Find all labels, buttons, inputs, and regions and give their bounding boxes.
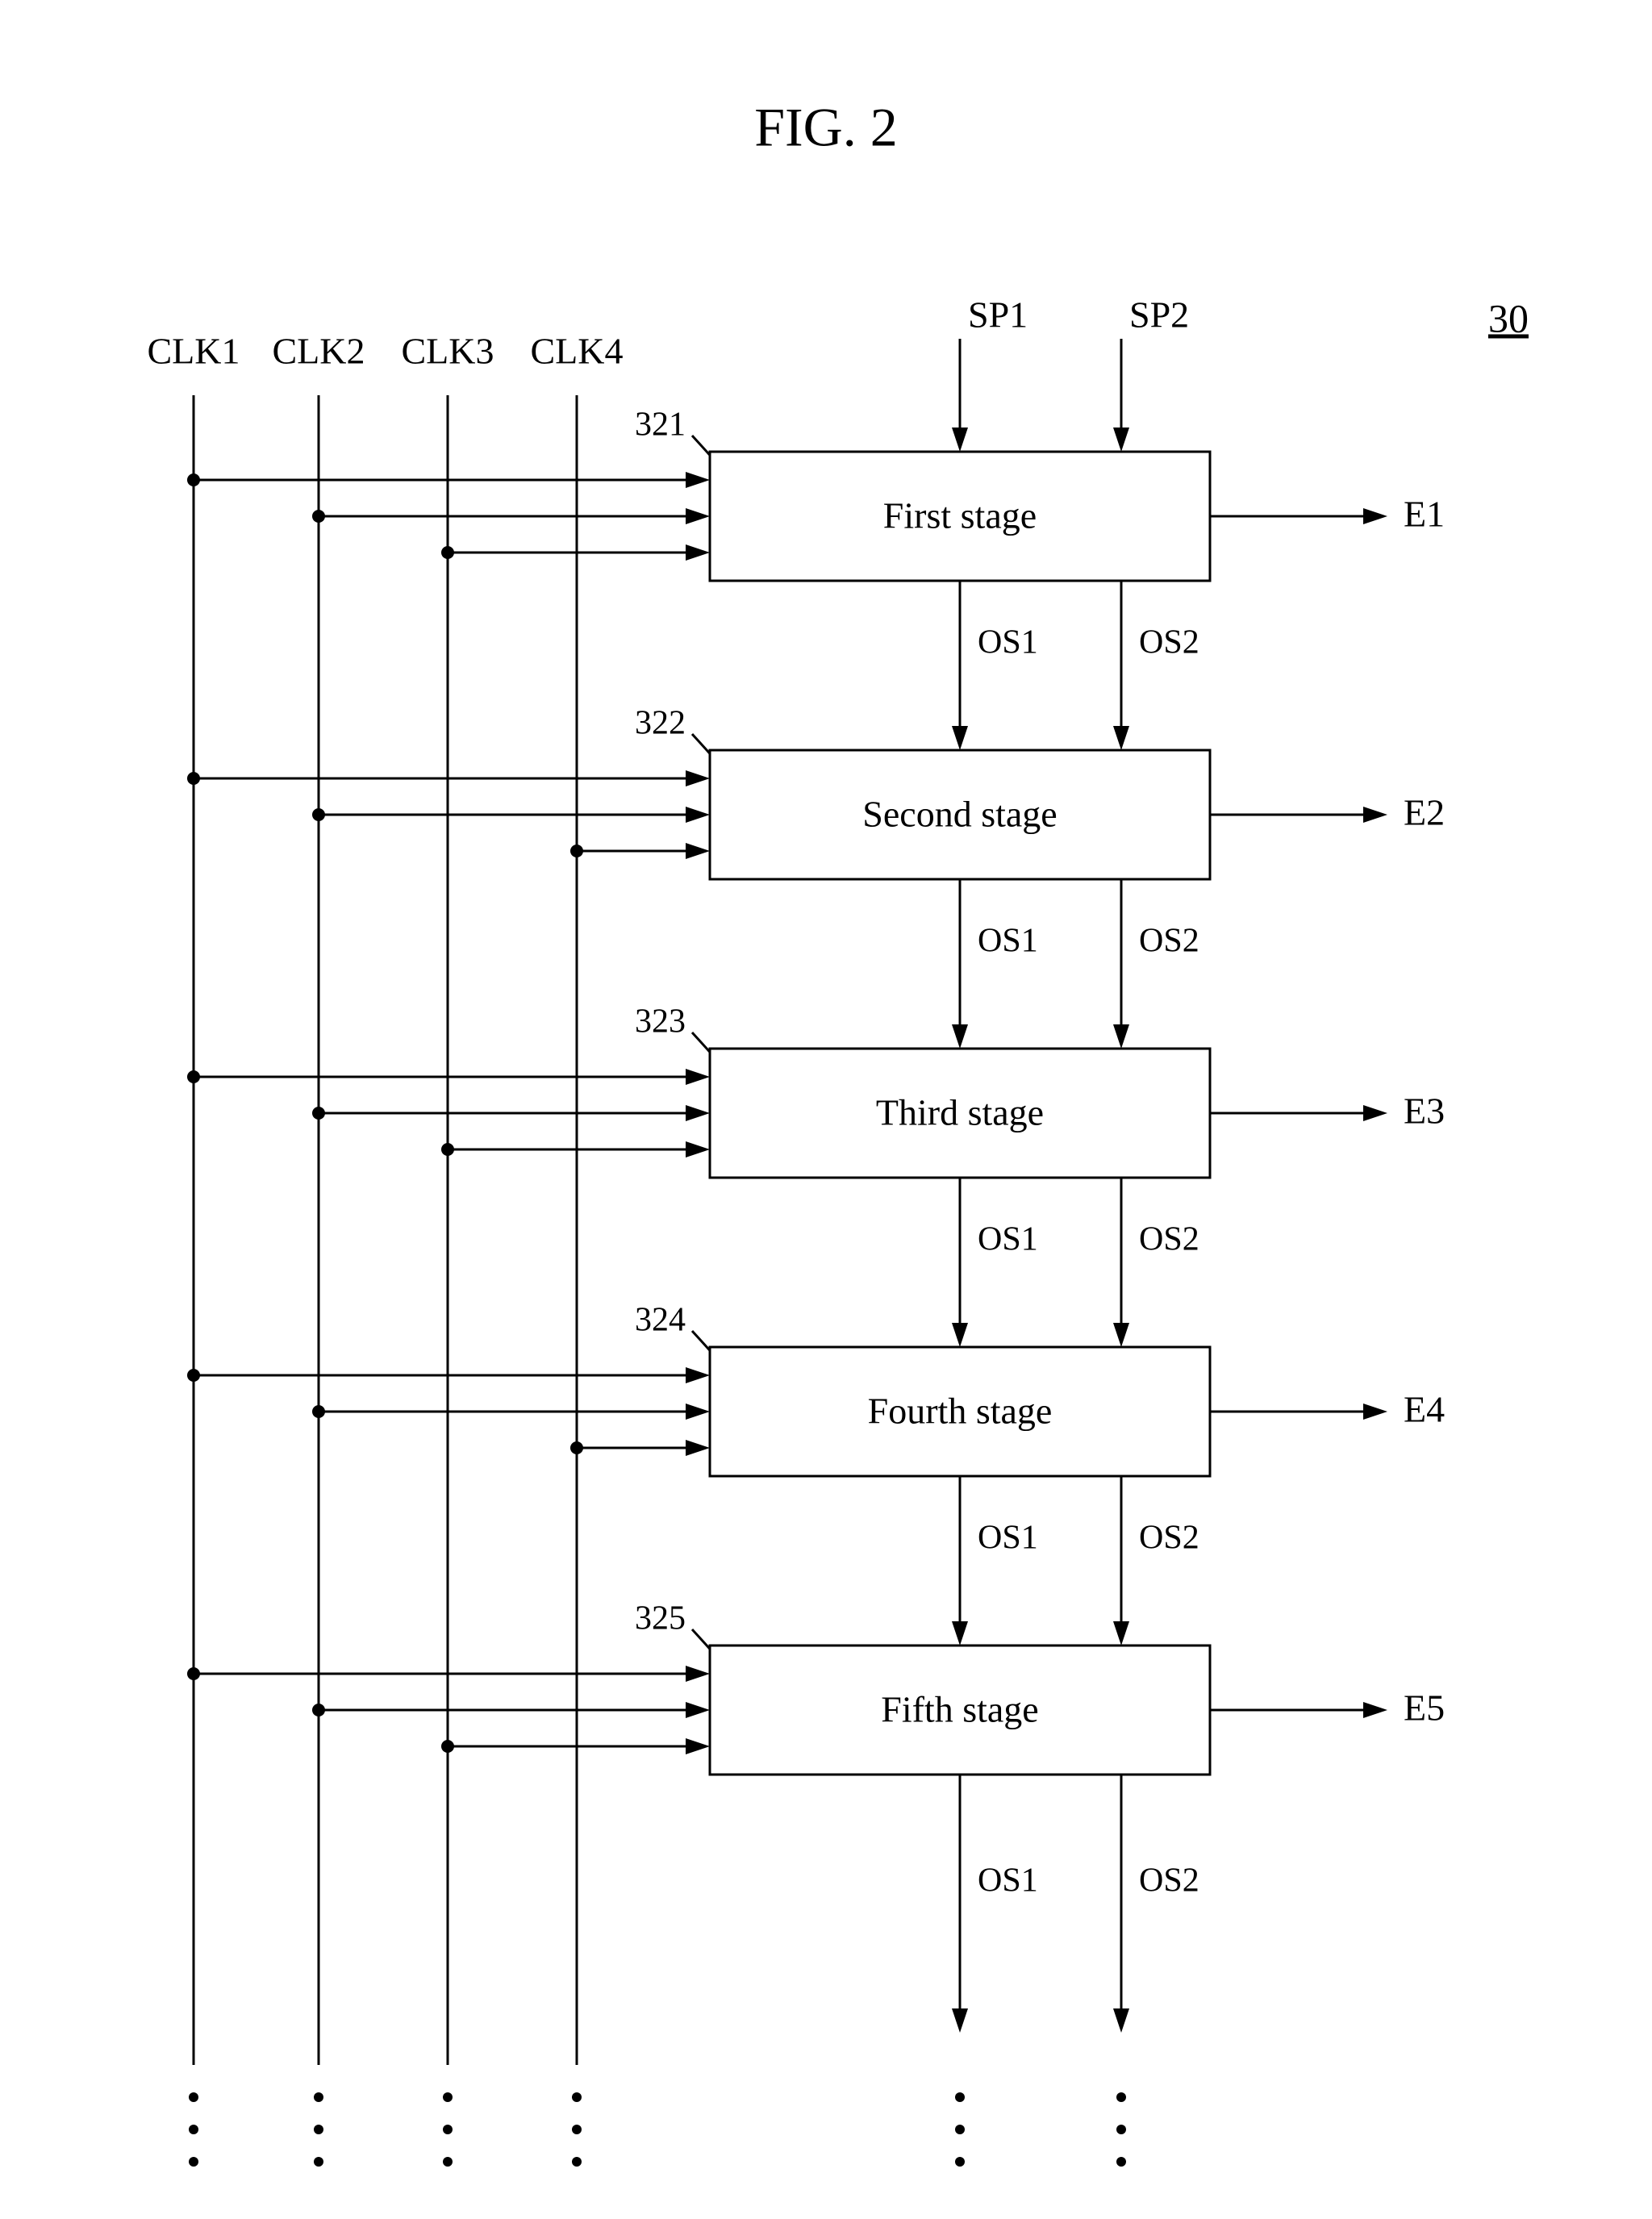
output-label-3: E3 — [1404, 1091, 1445, 1132]
circuit-ref: 30 — [1488, 295, 1529, 340]
clk-label-2: CLK2 — [273, 331, 365, 372]
stage-label-5: Fifth stage — [881, 1689, 1038, 1730]
arrow-head — [686, 1141, 710, 1157]
continuation-dot — [314, 2157, 323, 2167]
continuation-dot — [572, 2157, 582, 2167]
continuation-dot — [1116, 2157, 1126, 2167]
clk-label-1: CLK1 — [148, 331, 240, 372]
continuation-dot — [189, 2157, 198, 2167]
output-label-2: E2 — [1404, 792, 1445, 833]
sp-label-2: SP2 — [1129, 294, 1189, 336]
clk-label-3: CLK3 — [402, 331, 494, 372]
os-label-1: OS1 — [978, 624, 1038, 661]
arrow-head — [686, 472, 710, 488]
os-label-2: OS2 — [1139, 1520, 1199, 1557]
stage-label-3: Third stage — [876, 1092, 1044, 1133]
os-label-2: OS2 — [1139, 624, 1199, 661]
arrow-head — [1363, 1105, 1387, 1121]
output-label-1: E1 — [1404, 494, 1445, 535]
output-label-4: E4 — [1404, 1389, 1445, 1430]
arrow-head — [686, 807, 710, 823]
os-label-1: OS1 — [978, 1862, 1038, 1900]
continuation-dot — [955, 2092, 965, 2102]
arrow-head — [1113, 1024, 1129, 1049]
arrow-head — [686, 1404, 710, 1420]
stage-ref-325: 325 — [635, 1600, 686, 1637]
continuation-dot — [1116, 2125, 1126, 2134]
stage-ref-323: 323 — [635, 1003, 686, 1041]
arrow-head — [686, 1738, 710, 1754]
arrow-head — [1363, 1404, 1387, 1420]
arrow-head — [686, 1666, 710, 1682]
continuation-dot — [189, 2092, 198, 2102]
stage-ref-322: 322 — [635, 705, 686, 742]
stage-label-4: Fourth stage — [868, 1391, 1053, 1432]
arrow-head — [686, 544, 710, 561]
arrow-head — [952, 726, 968, 750]
continuation-dot — [955, 2125, 965, 2134]
arrow-head — [686, 1367, 710, 1383]
continuation-dot — [443, 2125, 453, 2134]
arrow-head — [952, 428, 968, 452]
os-label-2: OS2 — [1139, 923, 1199, 960]
os-label-1: OS1 — [978, 1520, 1038, 1557]
arrow-head — [1113, 726, 1129, 750]
continuation-dot — [443, 2157, 453, 2167]
arrow-head — [952, 1323, 968, 1347]
arrow-head — [1363, 807, 1387, 823]
arrow-head — [1113, 428, 1129, 452]
clk-label-4: CLK4 — [531, 331, 624, 372]
figure-svg: FIG. 2 30 CLK1 CLK2 CLK3 CLK4 SP1 SP2 321 First s… — [0, 0, 1652, 2219]
os-label-1: OS1 — [978, 923, 1038, 960]
arrow-head — [1113, 1323, 1129, 1347]
arrow-head — [686, 1105, 710, 1121]
stage-label-2: Second stage — [862, 794, 1057, 835]
stage-label-1: First stage — [883, 495, 1037, 536]
os-label-1: OS1 — [978, 1221, 1038, 1258]
arrow-head — [1113, 2008, 1129, 2033]
continuation-dot — [314, 2125, 323, 2134]
continuation-dot — [955, 2157, 965, 2167]
arrow-head — [1363, 1702, 1387, 1718]
stage-ref-321: 321 — [635, 407, 686, 444]
os-label-2: OS2 — [1139, 1221, 1199, 1258]
figure-title: FIG. 2 — [754, 97, 898, 158]
arrow-head — [686, 508, 710, 524]
arrow-head — [1113, 1621, 1129, 1645]
continuation-dot — [443, 2092, 453, 2102]
stage-ref-324: 324 — [635, 1302, 686, 1339]
continuation-dot — [314, 2092, 323, 2102]
os-label-2: OS2 — [1139, 1862, 1199, 1900]
sp-label-1: SP1 — [968, 294, 1028, 336]
arrow-head — [952, 2008, 968, 2033]
continuation-dot — [1116, 2092, 1126, 2102]
arrow-head — [686, 1440, 710, 1456]
arrow-head — [686, 843, 710, 859]
continuation-dot — [189, 2125, 198, 2134]
arrow-head — [686, 770, 710, 786]
output-label-5: E5 — [1404, 1687, 1445, 1729]
arrow-head — [952, 1621, 968, 1645]
arrow-head — [686, 1069, 710, 1085]
continuation-dot — [572, 2092, 582, 2102]
continuation-dot — [572, 2125, 582, 2134]
arrow-head — [686, 1702, 710, 1718]
arrow-head — [952, 1024, 968, 1049]
arrow-head — [1363, 508, 1387, 524]
